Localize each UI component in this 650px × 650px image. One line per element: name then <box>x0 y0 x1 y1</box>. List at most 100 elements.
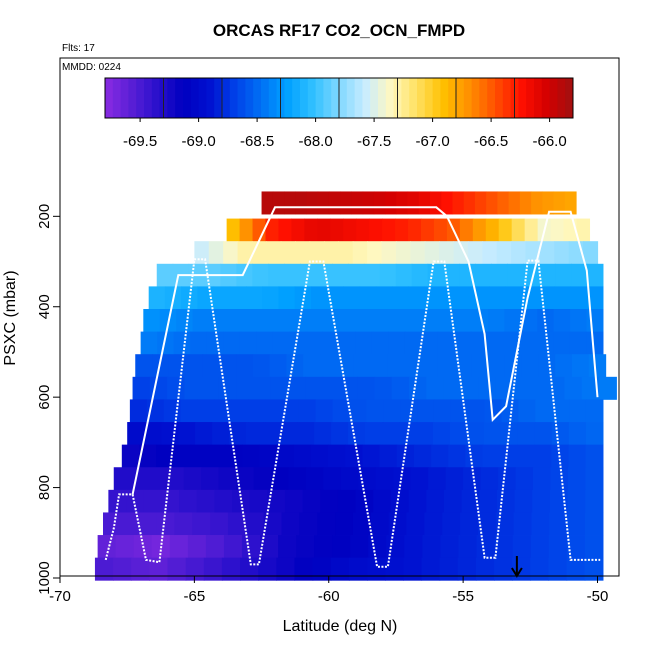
heatmap-cell <box>330 218 344 242</box>
heatmap-cell <box>442 512 461 536</box>
heatmap-cell <box>252 263 269 287</box>
colorbar-tick-label: -66.0 <box>532 133 566 150</box>
heatmap-cells <box>94 191 617 581</box>
colorbar-segment <box>183 78 192 118</box>
heatmap-cell <box>310 444 329 468</box>
heatmap-cell <box>382 218 396 242</box>
heatmap-cell <box>498 467 517 491</box>
heatmap-cell <box>350 535 369 559</box>
heatmap-cell <box>178 422 196 446</box>
heatmap-cell <box>345 444 363 468</box>
heatmap-cell <box>554 241 570 265</box>
heatmap-cell <box>410 467 429 491</box>
heatmap-cell <box>520 331 538 355</box>
heatmap-cell <box>534 444 552 468</box>
heatmap-cell <box>466 422 485 446</box>
heatmap-cell <box>207 444 226 468</box>
heatmap-cell <box>512 535 532 559</box>
heatmap-cell <box>569 331 587 355</box>
heatmap-cell <box>127 422 145 446</box>
heatmap-cell <box>547 376 566 400</box>
heatmap-cell <box>332 399 351 423</box>
heatmap-cell <box>192 512 211 536</box>
heatmap-cell <box>583 241 599 265</box>
heatmap-cell <box>143 309 161 332</box>
heatmap-cell <box>443 263 461 287</box>
position-arrow <box>511 556 523 578</box>
heatmap-cell <box>407 191 420 215</box>
heatmap-cell <box>404 331 422 355</box>
colorbar-tick-label: -67.5 <box>357 133 391 150</box>
heatmap-cell <box>514 489 533 513</box>
heatmap-cell <box>482 444 501 468</box>
heatmap-cell <box>539 263 556 287</box>
heatmap-cell <box>550 467 569 491</box>
heatmap-cell <box>531 191 543 215</box>
heatmap-cell <box>567 467 587 491</box>
colorbar-segment <box>151 78 161 118</box>
heatmap-cell <box>391 376 410 400</box>
date-annotation: MMDD: 0224 <box>62 62 121 73</box>
heatmap-cell <box>190 444 209 468</box>
colorbar-segment <box>206 78 215 118</box>
heatmap-cell <box>373 489 392 513</box>
colorbar-segment <box>417 78 426 118</box>
heatmap-cell <box>236 376 255 400</box>
heatmap-cell <box>359 286 377 310</box>
heatmap-cell <box>395 241 411 265</box>
heatmap-cell <box>439 557 459 581</box>
heatmap-cell <box>418 191 431 215</box>
heatmap-cell <box>129 399 148 423</box>
heatmap-cell <box>265 399 283 423</box>
heatmap-cell <box>363 263 381 287</box>
heatmap-cell <box>533 467 552 491</box>
heatmap-cell <box>408 376 427 400</box>
y-tick-label: 800 <box>36 475 53 500</box>
heatmap-cell <box>404 535 424 559</box>
heatmap-cell <box>305 376 324 400</box>
heatmap-cell <box>410 241 426 265</box>
heatmap-cell <box>236 467 255 491</box>
heatmap-cell <box>120 512 140 536</box>
heatmap-cell <box>370 512 390 536</box>
heatmap-cell <box>258 309 276 332</box>
heatmap-cell <box>491 263 508 287</box>
heatmap-cell <box>484 399 503 423</box>
colorbar-tick-label: -66.5 <box>474 133 508 150</box>
heatmap-cell <box>548 535 568 559</box>
heatmap-cell <box>498 218 513 242</box>
heatmap-cell <box>420 354 439 378</box>
heatmap-cell <box>457 557 477 581</box>
heatmap-cell <box>566 535 586 559</box>
heatmap-cell <box>516 444 535 468</box>
heatmap-cell <box>585 467 604 491</box>
heatmap-cell <box>555 354 573 378</box>
heatmap-cell <box>408 489 427 513</box>
heatmap-cell <box>322 331 340 355</box>
heatmap-cell <box>366 399 384 423</box>
heatmap-cell <box>352 512 372 536</box>
heatmap-cell <box>306 191 319 215</box>
colorbar-segment <box>229 78 239 118</box>
heatmap-cell <box>395 218 409 242</box>
colorbar-segment <box>284 78 293 118</box>
heatmap-cell <box>328 191 341 215</box>
heatmap-cell <box>392 286 409 310</box>
heatmap-cell <box>539 241 555 265</box>
colorbar-segment <box>409 78 418 118</box>
heatmap-cell <box>253 467 272 491</box>
heatmap-cell <box>278 286 296 310</box>
heatmap-cell <box>266 241 282 265</box>
heatmap-cell <box>274 309 292 332</box>
colorbar-segment <box>346 78 356 118</box>
heatmap-cell <box>307 309 325 332</box>
heatmap-cell <box>219 354 237 378</box>
heatmap-cell <box>426 489 445 513</box>
heatmap-cell <box>585 489 604 513</box>
heatmap-cell <box>236 354 254 378</box>
heatmap-cell <box>576 218 591 242</box>
heatmap-cell <box>519 191 532 215</box>
heatmap-cell <box>135 354 153 378</box>
heatmap-cell <box>433 218 448 242</box>
heatmap-cell <box>379 263 397 287</box>
